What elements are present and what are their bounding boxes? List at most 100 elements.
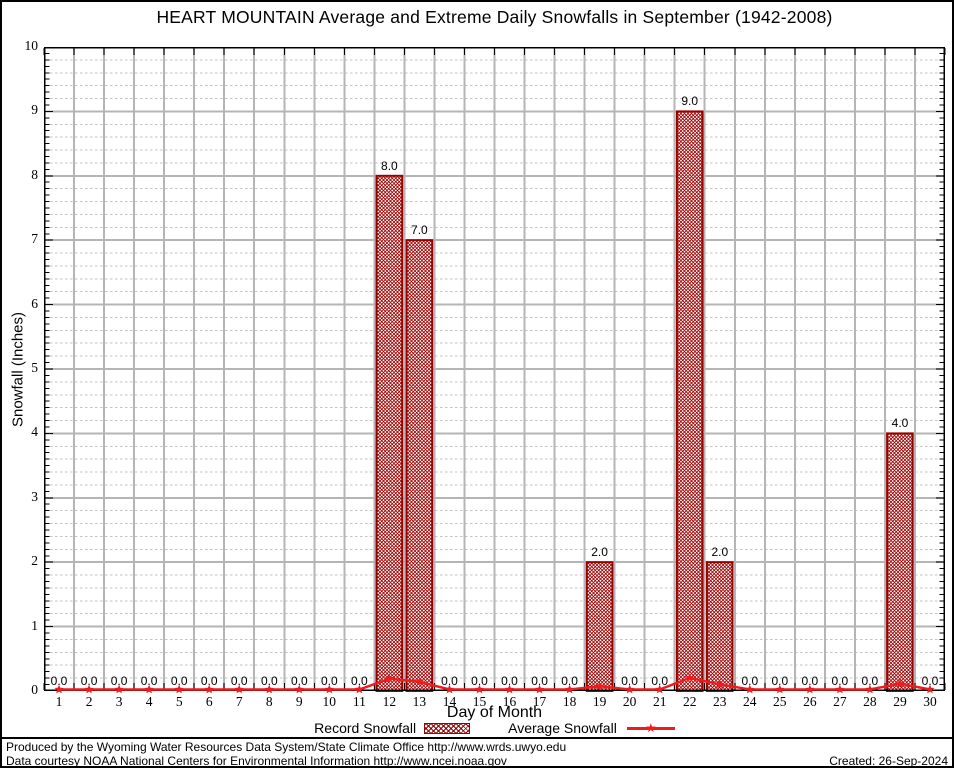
- legend: Record Snowfall Average Snowfall: [44, 720, 945, 736]
- y-tick-label-3: 3: [31, 488, 38, 504]
- value-label-day-14: 0.0: [441, 674, 458, 688]
- x-axis-title: Day of Month: [446, 704, 543, 721]
- average-marker-day-11: [354, 684, 364, 694]
- average-marker-day-22: [685, 673, 695, 682]
- x-tick-label-6: 6: [205, 694, 213, 709]
- average-marker-day-17: [534, 684, 545, 694]
- value-label-day-23: 2.0: [711, 545, 729, 560]
- legend-record-swatch: [424, 722, 471, 734]
- x-tick-label-12: 12: [382, 694, 397, 709]
- x-tick-label-19: 19: [592, 694, 607, 709]
- average-marker-day-23: [715, 679, 725, 689]
- y-tick-label-0: 0: [31, 682, 38, 697]
- y-tick-label-7: 7: [31, 231, 38, 247]
- x-tick-label-21: 21: [652, 694, 667, 709]
- value-label-day-7: 0.0: [230, 674, 248, 688]
- average-marker-day-25: [775, 684, 785, 694]
- y-tick-label-8: 8: [31, 166, 38, 182]
- average-marker-day-16: [504, 684, 515, 694]
- legend-average-label: Average Snowfall: [508, 720, 617, 736]
- x-tick-label-22: 22: [682, 694, 697, 709]
- y-tick-label-5: 5: [31, 360, 38, 375]
- record-bar-day-19: [585, 561, 614, 693]
- value-label-day-17: 0.0: [531, 674, 548, 688]
- value-label-day-25: 0.0: [771, 674, 789, 688]
- value-label-day-20: 0.0: [621, 674, 638, 688]
- line-marker-icon: [646, 723, 656, 733]
- average-marker-day-27: [835, 684, 845, 694]
- value-label-day-28: 0.0: [861, 674, 879, 688]
- value-label-day-22: 9.0: [681, 94, 699, 109]
- average-marker-day-10: [324, 684, 334, 694]
- y-tick-label-9: 9: [31, 102, 38, 118]
- legend-record-label: Record Snowfall: [314, 720, 417, 736]
- y-tick-label-4: 4: [31, 424, 38, 440]
- y-tick-label-2: 2: [31, 553, 38, 569]
- value-label-day-12: 8.0: [381, 158, 398, 173]
- record-bar-day-23: [705, 561, 734, 693]
- x-tick-label-18: 18: [562, 694, 577, 709]
- average-marker-day-13: [414, 676, 424, 686]
- x-tick-label-20: 20: [622, 694, 637, 709]
- chart-title: HEART MOUNTAIN Average and Extreme Daily…: [156, 7, 833, 27]
- average-marker-day-21: [655, 684, 665, 694]
- x-tick-label-16: 16: [502, 694, 517, 709]
- average-marker-day-8: [264, 684, 274, 694]
- average-marker-day-30: [925, 684, 935, 694]
- average-marker-day-24: [745, 684, 755, 694]
- footer-line1: Produced by the Wyoming Water Resources …: [6, 740, 567, 754]
- y-tick-label-6: 6: [31, 295, 38, 311]
- x-tick-label-14: 14: [442, 694, 457, 709]
- value-label-day-15: 0.0: [471, 674, 488, 688]
- footer-line2: Data courtesy NOAA National Centers for …: [6, 753, 507, 768]
- x-tick-label-29: 29: [893, 694, 907, 709]
- average-marker-day-19: [595, 681, 605, 691]
- value-label-day-5: 0.0: [170, 674, 188, 688]
- x-tick-label-3: 3: [115, 694, 123, 709]
- value-label-day-16: 0.0: [501, 674, 518, 688]
- value-label-day-4: 0.0: [140, 674, 158, 688]
- value-label-day-26: 0.0: [801, 674, 819, 688]
- x-tick-label-1: 1: [55, 694, 63, 709]
- x-tick-label-25: 25: [773, 694, 787, 709]
- average-marker-day-4: [144, 684, 154, 694]
- footer: Produced by the Wyoming Water Resources …: [0, 737, 954, 768]
- x-tick-label-27: 27: [833, 694, 847, 709]
- record-bar-day-29: [886, 432, 914, 692]
- value-label-day-6: 0.0: [200, 674, 218, 688]
- x-tick-label-13: 13: [412, 694, 427, 709]
- average-marker-day-9: [294, 684, 304, 694]
- record-bar-day-22: [675, 110, 704, 692]
- average-marker-day-28: [865, 684, 875, 694]
- average-marker-day-29: [895, 678, 905, 688]
- x-tick-label-4: 4: [145, 694, 153, 709]
- chart-canvas: [43, 47, 946, 694]
- value-label-day-8: 0.0: [260, 674, 278, 688]
- value-label-day-2: 0.0: [80, 674, 98, 688]
- value-label-day-29: 4.0: [891, 416, 909, 431]
- x-tick-label-15: 15: [472, 694, 487, 709]
- value-label-day-21: 0.0: [651, 674, 669, 688]
- record-bar-day-12: [375, 174, 404, 693]
- value-label-day-13: 7.0: [411, 223, 428, 238]
- average-marker-day-5: [174, 684, 184, 694]
- average-marker-day-2: [84, 684, 94, 694]
- average-marker-day-7: [234, 684, 244, 694]
- x-tick-label-10: 10: [322, 694, 337, 709]
- x-tick-label-5: 5: [175, 694, 183, 709]
- x-tick-label-9: 9: [295, 694, 303, 709]
- x-tick-label-30: 30: [923, 694, 937, 709]
- value-label-day-9: 0.0: [290, 674, 308, 688]
- average-marker-day-20: [625, 684, 635, 694]
- value-label-day-11: 0.0: [351, 674, 368, 688]
- average-marker-day-18: [565, 684, 575, 694]
- value-label-day-1: 0.0: [50, 674, 68, 688]
- record-bar-day-13: [405, 239, 434, 692]
- value-label-day-3: 0.0: [110, 674, 128, 688]
- x-tick-label-11: 11: [352, 694, 366, 709]
- x-tick-label-24: 24: [743, 694, 757, 709]
- legend-average-swatch: [626, 723, 675, 733]
- value-label-day-24: 0.0: [741, 674, 759, 688]
- y-tick-label-10: 10: [24, 38, 39, 53]
